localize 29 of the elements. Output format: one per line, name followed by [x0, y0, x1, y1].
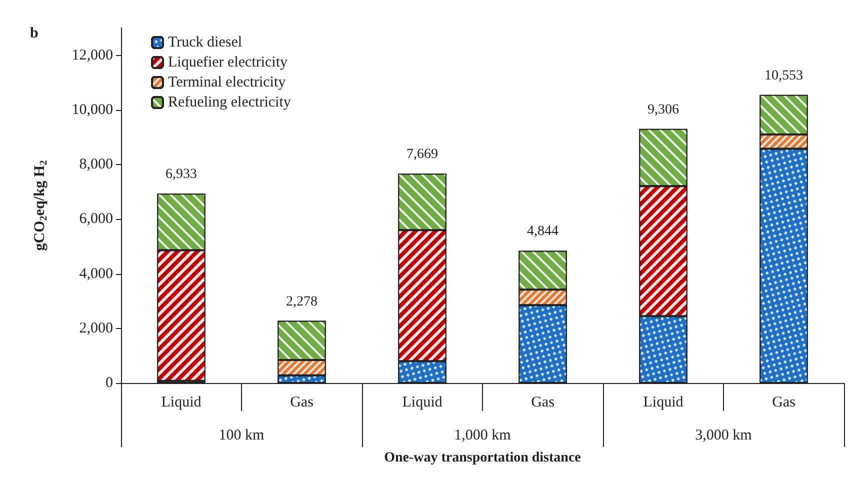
- y-tick-label: 8,000: [79, 156, 113, 173]
- x-tick-label: Liquid: [161, 394, 202, 410]
- x-tick-label: Gas: [290, 394, 314, 410]
- y-tick-label: 0: [106, 375, 113, 391]
- total-label: 10,553: [764, 68, 803, 84]
- total-label: 9,306: [648, 102, 679, 118]
- legend-label: Truck diesel: [168, 34, 242, 50]
- y-tick-label: 6,000: [79, 211, 113, 228]
- text: 3,000 km: [695, 428, 752, 444]
- y-tick-label: 2,000: [79, 320, 113, 336]
- y-axis-title: gCO2eq/kg H2: [32, 160, 50, 251]
- x-axis-title: One-way transportation distance: [384, 450, 581, 466]
- y-tick-label: 10,000: [72, 102, 113, 118]
- x-tick-label: Liquid: [643, 394, 684, 410]
- x-tick-label: Liquid: [402, 394, 443, 410]
- text: 1,000 km: [454, 428, 512, 444]
- y-tick-label: 4,000: [79, 266, 113, 282]
- y-tick-label: 12,000: [72, 47, 113, 64]
- legend-label: Terminal electricity: [168, 74, 286, 90]
- total-label: 6,933: [166, 167, 197, 182]
- legend-label: Liquefier electricity: [168, 54, 288, 70]
- total-label: 4,844: [527, 224, 558, 240]
- total-label: 7,669: [406, 147, 438, 162]
- text: b: [30, 26, 38, 42]
- text: 100 km: [218, 428, 265, 444]
- legend-label: Refueling electricity: [168, 94, 292, 110]
- x-tick-label: Gas: [772, 394, 796, 410]
- x-tick-label: Gas: [531, 394, 555, 410]
- total-label: 2,278: [286, 294, 318, 310]
